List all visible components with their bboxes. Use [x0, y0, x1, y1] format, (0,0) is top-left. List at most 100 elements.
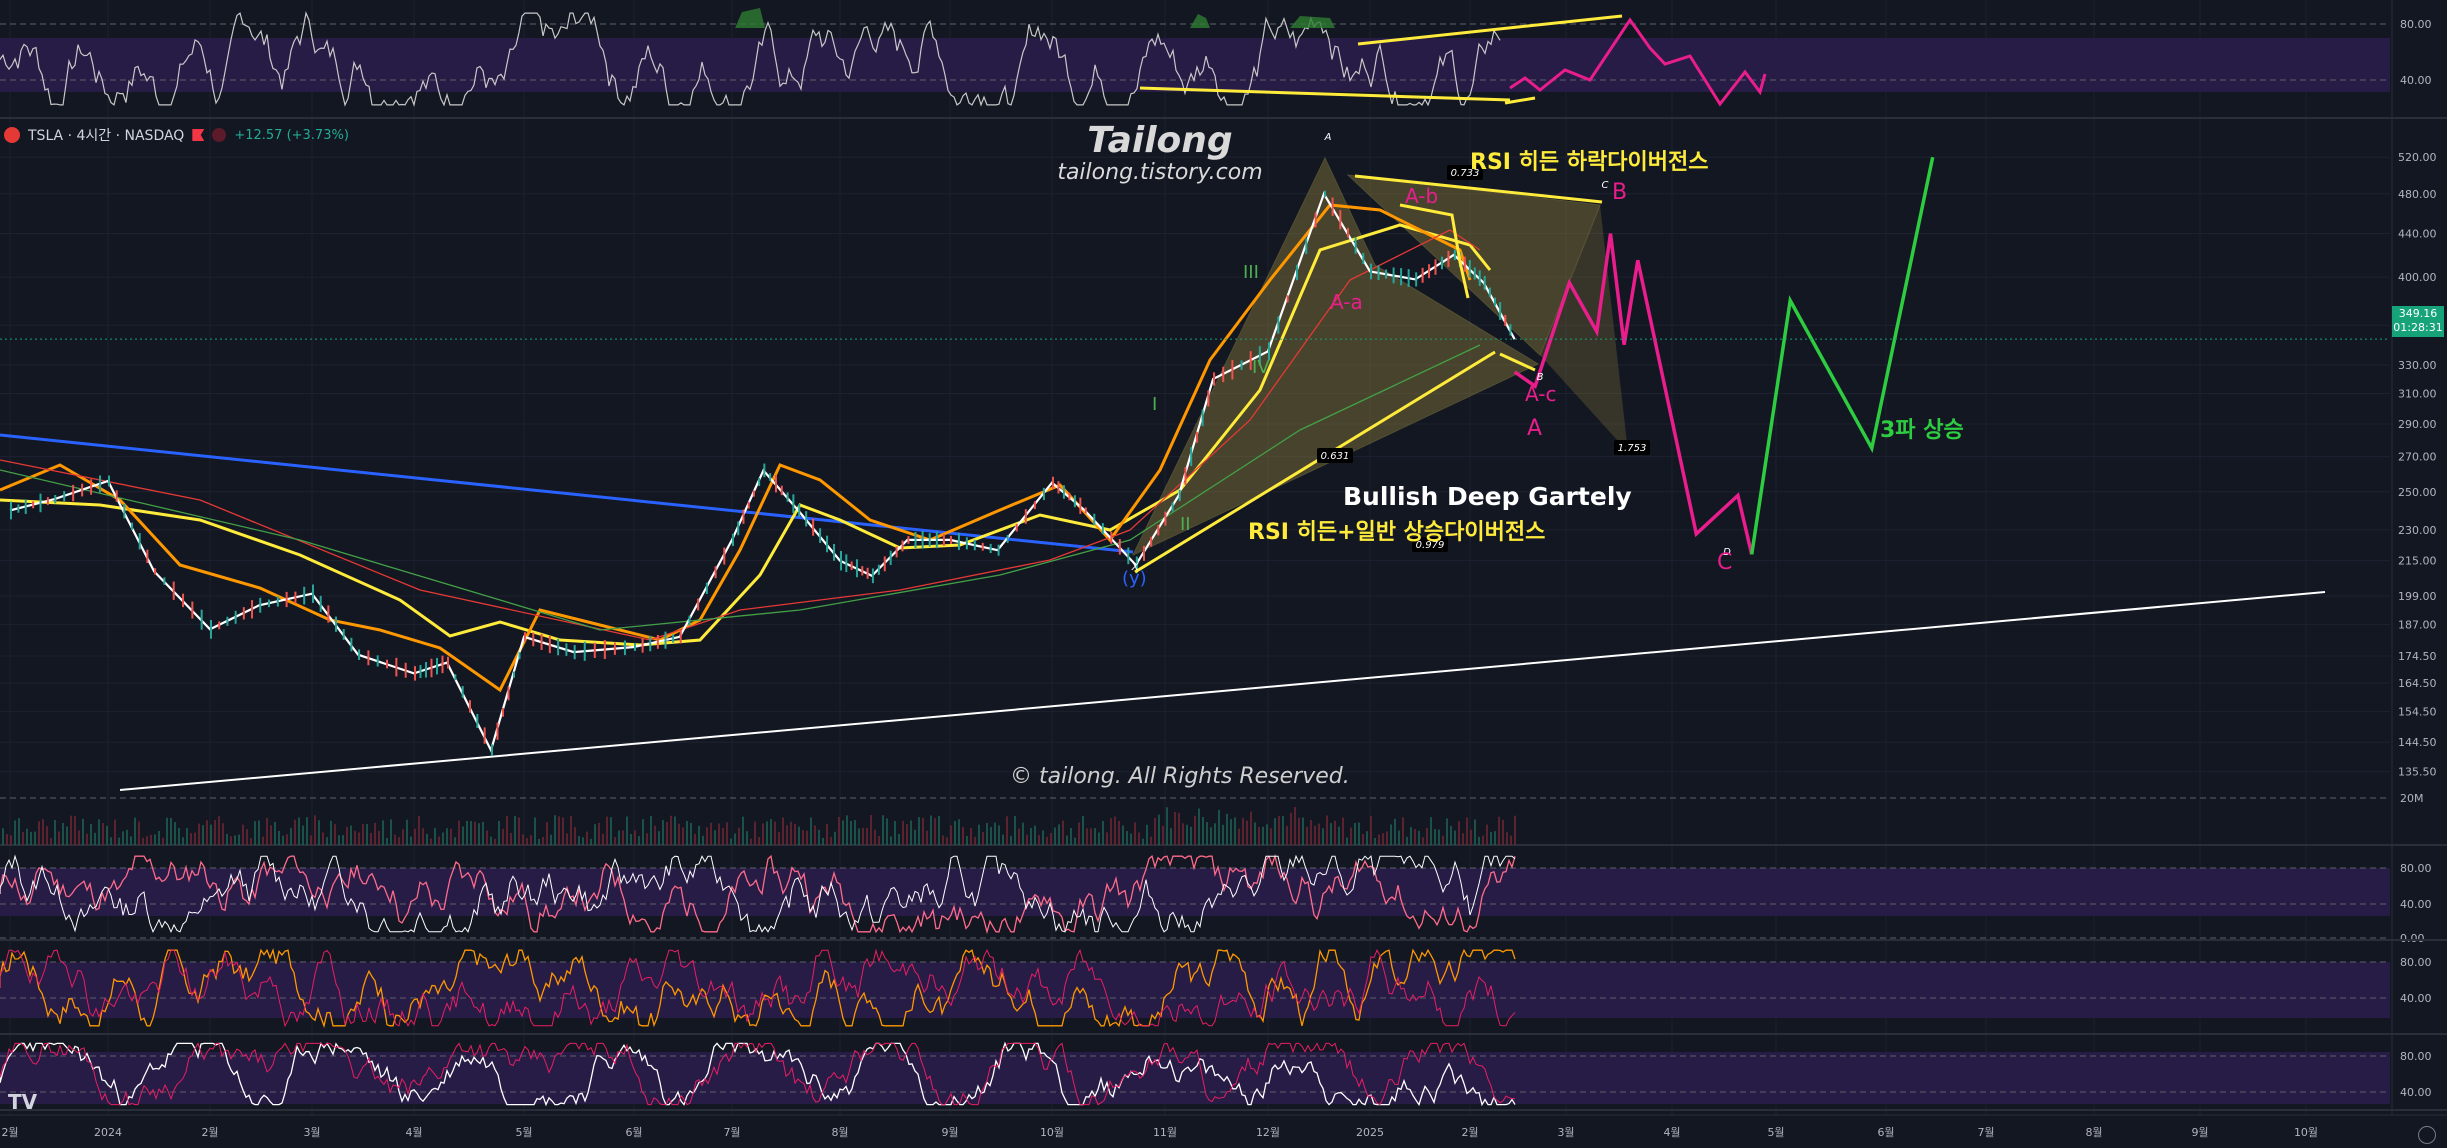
wave-label-i: I [1152, 394, 1158, 415]
watermark-title: Tailong [1087, 120, 1233, 161]
volume-bar [262, 836, 264, 845]
candle [989, 543, 992, 554]
candle [786, 492, 789, 502]
candle [123, 503, 126, 519]
candle [532, 632, 535, 647]
volume-bar [550, 834, 552, 845]
rsi-pane-level-label: 40.00 [2400, 74, 2432, 87]
candle [154, 568, 157, 575]
candle [342, 628, 345, 640]
candle [447, 656, 449, 669]
volume-bar [1450, 825, 1452, 845]
candle [742, 509, 745, 524]
volume-bar [526, 838, 528, 845]
annotation-bullish-gartley: Bullish Deep Gartely [1343, 482, 1632, 511]
oscillator-line [0, 1041, 1516, 1107]
divergence-line-bear [1354, 174, 1603, 204]
volume-bar [478, 823, 480, 845]
candle [928, 533, 931, 547]
volume-bar [670, 815, 672, 845]
flag-icon[interactable] [192, 129, 205, 141]
candle [483, 727, 486, 744]
symbol-label[interactable]: TSLA · 4시간 · NASDAQ [28, 128, 185, 144]
volume-bar [554, 815, 556, 845]
volume-bar [718, 823, 720, 845]
wave-label-iii: III [1243, 262, 1259, 283]
volume-bar [722, 828, 724, 845]
tradingview-logo-icon[interactable]: TV [8, 1090, 38, 1114]
volume-bar [1166, 807, 1168, 845]
volume-bar [1486, 824, 1488, 845]
volume-bar [1298, 817, 1300, 845]
volume-bar [34, 831, 36, 845]
volume-bar [1126, 831, 1128, 845]
volume-bar [78, 830, 80, 845]
volume-bar [306, 817, 308, 845]
volume-bar [342, 835, 344, 845]
candle [705, 582, 708, 595]
volume-bar [1274, 818, 1276, 845]
oscillator-line [0, 854, 1516, 934]
volume-bar [326, 837, 328, 845]
volume-bar [1154, 817, 1156, 845]
oscillator-line [0, 948, 1516, 1028]
volume-bar [42, 819, 44, 845]
candle [1385, 269, 1388, 279]
candle [1499, 302, 1502, 320]
candle [1377, 265, 1380, 281]
candle [32, 501, 35, 509]
volume-bar [94, 832, 96, 845]
candle [540, 633, 543, 650]
candle [1354, 237, 1357, 254]
volume-bar [1030, 828, 1032, 845]
volume-bar [1398, 830, 1400, 845]
gear-icon[interactable] [2418, 1126, 2436, 1144]
volume-bar [1226, 813, 1228, 845]
candle [866, 567, 869, 579]
volume-bar [122, 831, 124, 845]
candle [798, 503, 801, 517]
candle [1277, 316, 1280, 334]
candle [1118, 538, 1121, 555]
osc-pane-level-label: 40.00 [2400, 1086, 2432, 1099]
forecast-path-magenta [1513, 233, 1754, 555]
volume-bar [330, 820, 332, 845]
candle [1421, 267, 1424, 283]
volume-bar [186, 828, 188, 845]
volume-bar [598, 822, 600, 845]
stoch-rsi-pane-level-label: 0.00 [2400, 932, 2425, 945]
volume-bar [270, 825, 272, 845]
candle [973, 539, 976, 551]
candle [454, 674, 457, 681]
volume-bar [1290, 812, 1292, 845]
price-axis-label: 520.00 [2398, 151, 2437, 164]
volume-bar [54, 820, 56, 845]
volume-bar [1074, 837, 1076, 845]
volume-bar [922, 817, 924, 845]
point-label-D: D [1723, 547, 1731, 558]
stochastic-pane-level-label: 80.00 [2400, 956, 2432, 969]
volume-bar [218, 816, 220, 845]
candle [1400, 268, 1403, 286]
ratio-0979-bg [1412, 537, 1448, 552]
volume-bar [358, 832, 360, 845]
volume-bar [1062, 820, 1064, 845]
time-axis-label: 8월 [831, 1126, 848, 1139]
candle [436, 657, 438, 675]
volume-bar [846, 815, 848, 845]
grid-lines [0, 0, 2390, 1115]
volume-bar [962, 827, 964, 845]
candle [1434, 259, 1437, 275]
volume-bar [1122, 825, 1124, 845]
status-icon[interactable] [212, 128, 227, 142]
price-axis-label: 174.50 [2398, 650, 2437, 663]
candle [1240, 360, 1243, 370]
stoch-rsi-pane-level-label: 40.00 [2400, 898, 2432, 911]
symbol-legend[interactable]: TSLA · 4시간 · NASDAQ +12.57 (+3.73%) [4, 124, 349, 146]
volume-bar [1502, 819, 1504, 845]
volume-bar [418, 815, 420, 845]
volume-bar [902, 820, 904, 845]
volume-bar [110, 837, 112, 845]
volume-bar [534, 817, 536, 845]
